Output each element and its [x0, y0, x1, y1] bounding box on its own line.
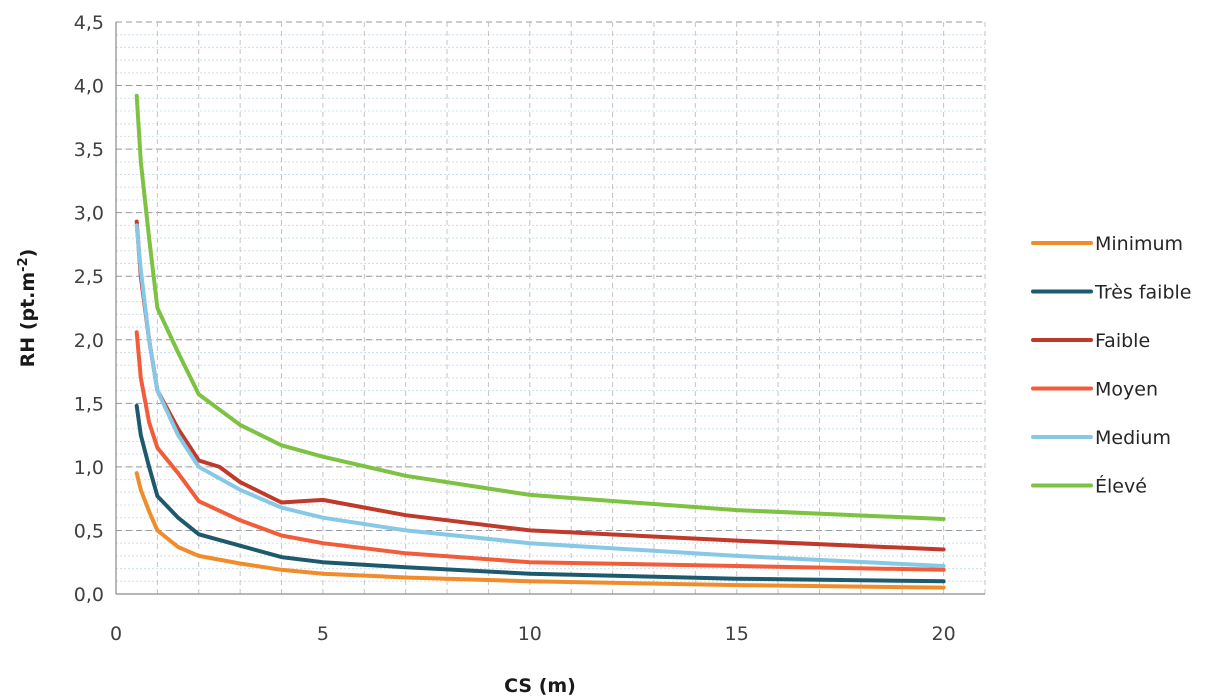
- legend: Minimum Très faible Faible Moyen Medium Élevé: [1031, 233, 1191, 498]
- tick-labels: 0,0 0,5 1,0 1,5 2,0 2,5 3,0 3,5 4,0 4,5 0 5 10 15 20: [74, 12, 956, 645]
- x-axis-title: CS (m): [504, 675, 576, 697]
- y-tick-label: 1,0: [74, 457, 104, 479]
- series-line: [134, 330, 946, 572]
- x-tick-label: 15: [725, 623, 749, 645]
- y-tick-label: 2,5: [74, 266, 104, 288]
- legend-label: Medium: [1095, 427, 1171, 449]
- x-tick-label: 10: [518, 623, 542, 645]
- y-tick-label: 4,0: [74, 76, 104, 98]
- legend-label: Faible: [1095, 330, 1150, 352]
- x-tick-label: 20: [932, 623, 956, 645]
- legend-label: Moyen: [1095, 379, 1158, 401]
- y-tick-label: 0,0: [74, 584, 104, 606]
- y-tick-label: 0,5: [74, 520, 104, 542]
- y-tick-label: 4,5: [74, 12, 104, 34]
- series-line: [134, 403, 946, 584]
- series-line: [134, 93, 946, 521]
- y-tick-label: 3,5: [74, 139, 104, 161]
- legend-label: Très faible: [1094, 282, 1191, 304]
- series-line: [134, 471, 946, 590]
- legend-label: Minimum: [1095, 233, 1183, 255]
- y-tick-label: 2,0: [74, 330, 104, 352]
- legend-label: Élevé: [1095, 475, 1147, 498]
- series-line: [134, 219, 946, 552]
- y-axis-title: RH (pt.m-2): [16, 249, 39, 368]
- x-tick-label: 0: [110, 623, 122, 645]
- grid-lines: [116, 21, 986, 594]
- axes: [115, 22, 985, 595]
- series-line: [134, 223, 946, 568]
- x-tick-label: 5: [317, 623, 329, 645]
- series-lines: [134, 93, 946, 590]
- y-tick-label: 1,5: [74, 393, 104, 415]
- y-tick-label: 3,0: [74, 203, 104, 225]
